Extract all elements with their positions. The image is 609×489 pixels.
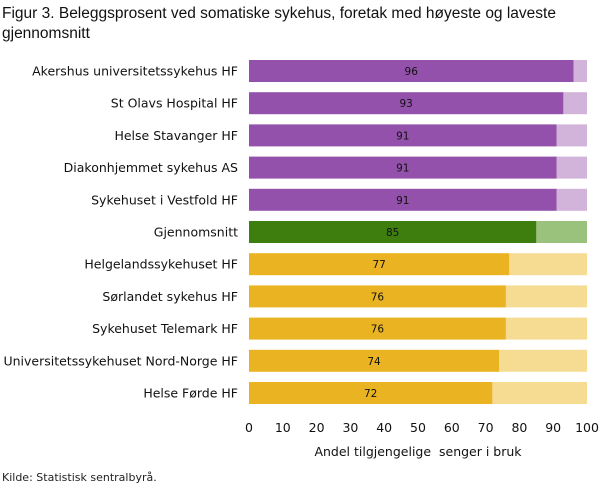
x-tick-label: 30 — [342, 420, 358, 435]
x-tick-label: 70 — [478, 420, 494, 435]
bar-value — [249, 92, 564, 115]
x-axis-title: Andel tilgjengelige senger i bruk — [314, 444, 522, 459]
x-tick-label: 50 — [410, 420, 426, 435]
bar-remainder — [536, 221, 587, 243]
x-tick-label: 100 — [575, 420, 599, 435]
bar-value — [249, 221, 537, 243]
bar-remainder — [563, 92, 587, 115]
bar-remainder — [509, 253, 587, 276]
category-label: Akershus universitetssykehus HF — [32, 64, 238, 79]
category-label: Sykehuset i Vestfold HF — [91, 192, 238, 207]
category-label: Helse Stavanger HF — [114, 128, 238, 143]
category-label: Gjennomsnitt — [154, 225, 238, 240]
bar-remainder — [556, 188, 587, 211]
bar-value — [249, 253, 510, 276]
bar-remainder — [556, 156, 587, 179]
bar-value — [249, 382, 493, 404]
category-label: Universitetssykehuset Nord-Norge HF — [3, 353, 238, 368]
bar-data-label: 85 — [386, 227, 399, 239]
bar-value — [249, 349, 500, 372]
bar-data-label: 91 — [396, 130, 409, 142]
bar-data-label: 72 — [364, 388, 377, 400]
category-label: St Olavs Hospital HF — [111, 96, 238, 111]
bar-value — [249, 156, 557, 179]
bar-remainder — [492, 382, 587, 404]
bar-value — [249, 317, 506, 340]
category-label: Helse Førde HF — [143, 386, 238, 401]
bar-data-label: 91 — [396, 163, 409, 175]
category-label: Diakonhjemmet sykehus AS — [64, 160, 238, 175]
category-label: Sykehuset Telemark HF — [92, 321, 238, 336]
x-tick-label: 80 — [511, 420, 527, 435]
chart-title: Figur 3. Beleggsprosent ved somatiske sy… — [2, 5, 556, 42]
bar-remainder — [505, 317, 587, 340]
bar-value — [249, 285, 506, 308]
x-tick-label: 20 — [309, 420, 325, 435]
bar-data-label: 93 — [399, 98, 412, 110]
x-tick-label: 60 — [444, 420, 460, 435]
x-tick-label: 0 — [245, 420, 253, 435]
x-tick-label: 90 — [545, 420, 561, 435]
bar-data-label: 74 — [367, 356, 381, 368]
category-label: Helgelandssykehuset HF — [84, 257, 238, 272]
bar-data-label: 91 — [396, 195, 409, 207]
x-tick-label: 10 — [275, 420, 291, 435]
bar-data-label: 76 — [371, 291, 385, 303]
bar-value — [249, 60, 574, 82]
bar-remainder — [573, 60, 587, 82]
category-label: Sørlandet sykehus HF — [102, 289, 238, 304]
x-tick-labels: 0 10 20 30 40 50 60 70 80 90 100 — [245, 420, 599, 435]
x-tick-label: 40 — [376, 420, 392, 435]
bar-data-label: 76 — [371, 324, 385, 336]
bar-remainder — [556, 124, 587, 147]
category-labels: Akershus universitetssykehus HF St Olavs … — [3, 64, 238, 401]
bar-data-label: 96 — [405, 66, 419, 78]
source-note: Kilde: Statistisk sentralbyrå. — [2, 471, 157, 484]
bar-data-label: 77 — [372, 259, 385, 271]
bar-remainder — [499, 349, 587, 372]
bar-value — [249, 188, 557, 211]
bar-remainder — [505, 285, 587, 308]
bars-group: 96 93 91 91 91 85 77 76 76 74 72 — [249, 60, 587, 404]
bar-value — [249, 124, 557, 147]
